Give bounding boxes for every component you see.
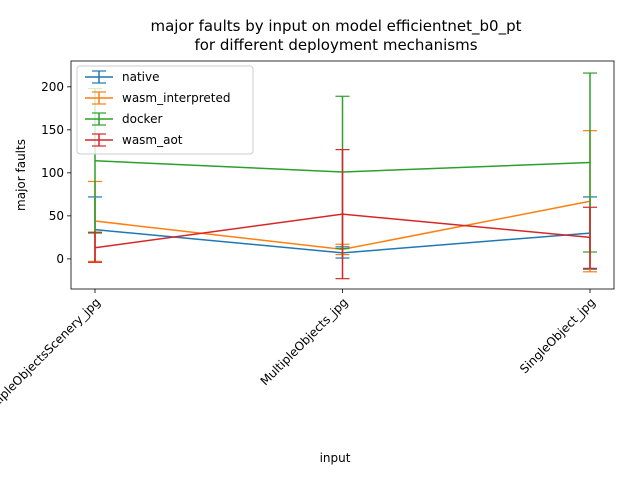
- chart-title-line-1: major faults by input on model efficient…: [151, 17, 522, 36]
- legend-label-wasm_interpreted: wasm_interpreted: [122, 91, 230, 105]
- legend-label-wasm_aot: wasm_aot: [122, 133, 183, 147]
- x-axis-label: input: [320, 451, 351, 465]
- y-tick-label: 50: [49, 209, 64, 223]
- y-tick-label: 200: [41, 80, 64, 94]
- legend-item-native: native: [85, 70, 159, 84]
- legend-item-docker: docker: [85, 112, 162, 126]
- y-tick-label: 150: [41, 123, 64, 137]
- y-axis-label: major faults: [14, 139, 28, 211]
- y-tick-label: 100: [41, 166, 64, 180]
- legend-label-docker: docker: [122, 112, 162, 126]
- legend-item-wasm_interpreted: wasm_interpreted: [85, 91, 230, 105]
- plot-area: [88, 72, 597, 280]
- y-axis: 0 50 100 150 200: [41, 80, 71, 266]
- y-tick-label: 0: [56, 252, 64, 266]
- series-wasm_aot: [88, 149, 597, 280]
- legend-box: [76, 65, 254, 155]
- chart-title-line-2: for different deployment mechanisms: [194, 36, 477, 54]
- legend-item-wasm_aot: wasm_aot: [85, 133, 183, 147]
- legend-label-native: native: [122, 70, 159, 84]
